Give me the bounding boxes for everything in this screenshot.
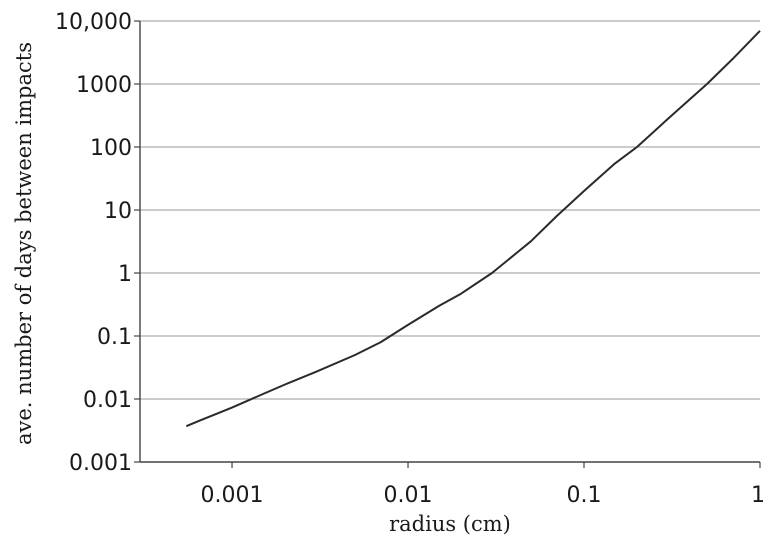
series-line <box>185 30 761 428</box>
gridlines <box>140 20 760 400</box>
y-tick-label: 100 <box>90 136 132 161</box>
x-tick-label: 0.1 <box>567 483 602 508</box>
y-tick-label: 10,000 <box>55 10 132 35</box>
y-axis-title: ave. number of days between impacts <box>12 42 36 445</box>
y-tick-label: 0.001 <box>69 451 132 476</box>
y-axis-ticks: 0.001 0.01 0.1 1 10 100 1000 10,000 <box>55 10 140 476</box>
x-axis-title: radius (cm) <box>389 512 511 536</box>
y-tick-label: 1000 <box>76 73 132 98</box>
x-tick-label: 0.01 <box>384 483 433 508</box>
y-tick-label: 1 <box>118 262 132 287</box>
x-tick-label: 1 <box>751 483 765 508</box>
y-tick-label: 0.01 <box>83 388 132 413</box>
series-layer <box>185 30 761 428</box>
x-axis-ticks: 0.001 0.01 0.1 1 <box>201 462 765 508</box>
y-tick-label: 10 <box>104 199 132 224</box>
x-tick-label: 0.001 <box>201 483 264 508</box>
y-tick-label: 0.1 <box>97 325 132 350</box>
